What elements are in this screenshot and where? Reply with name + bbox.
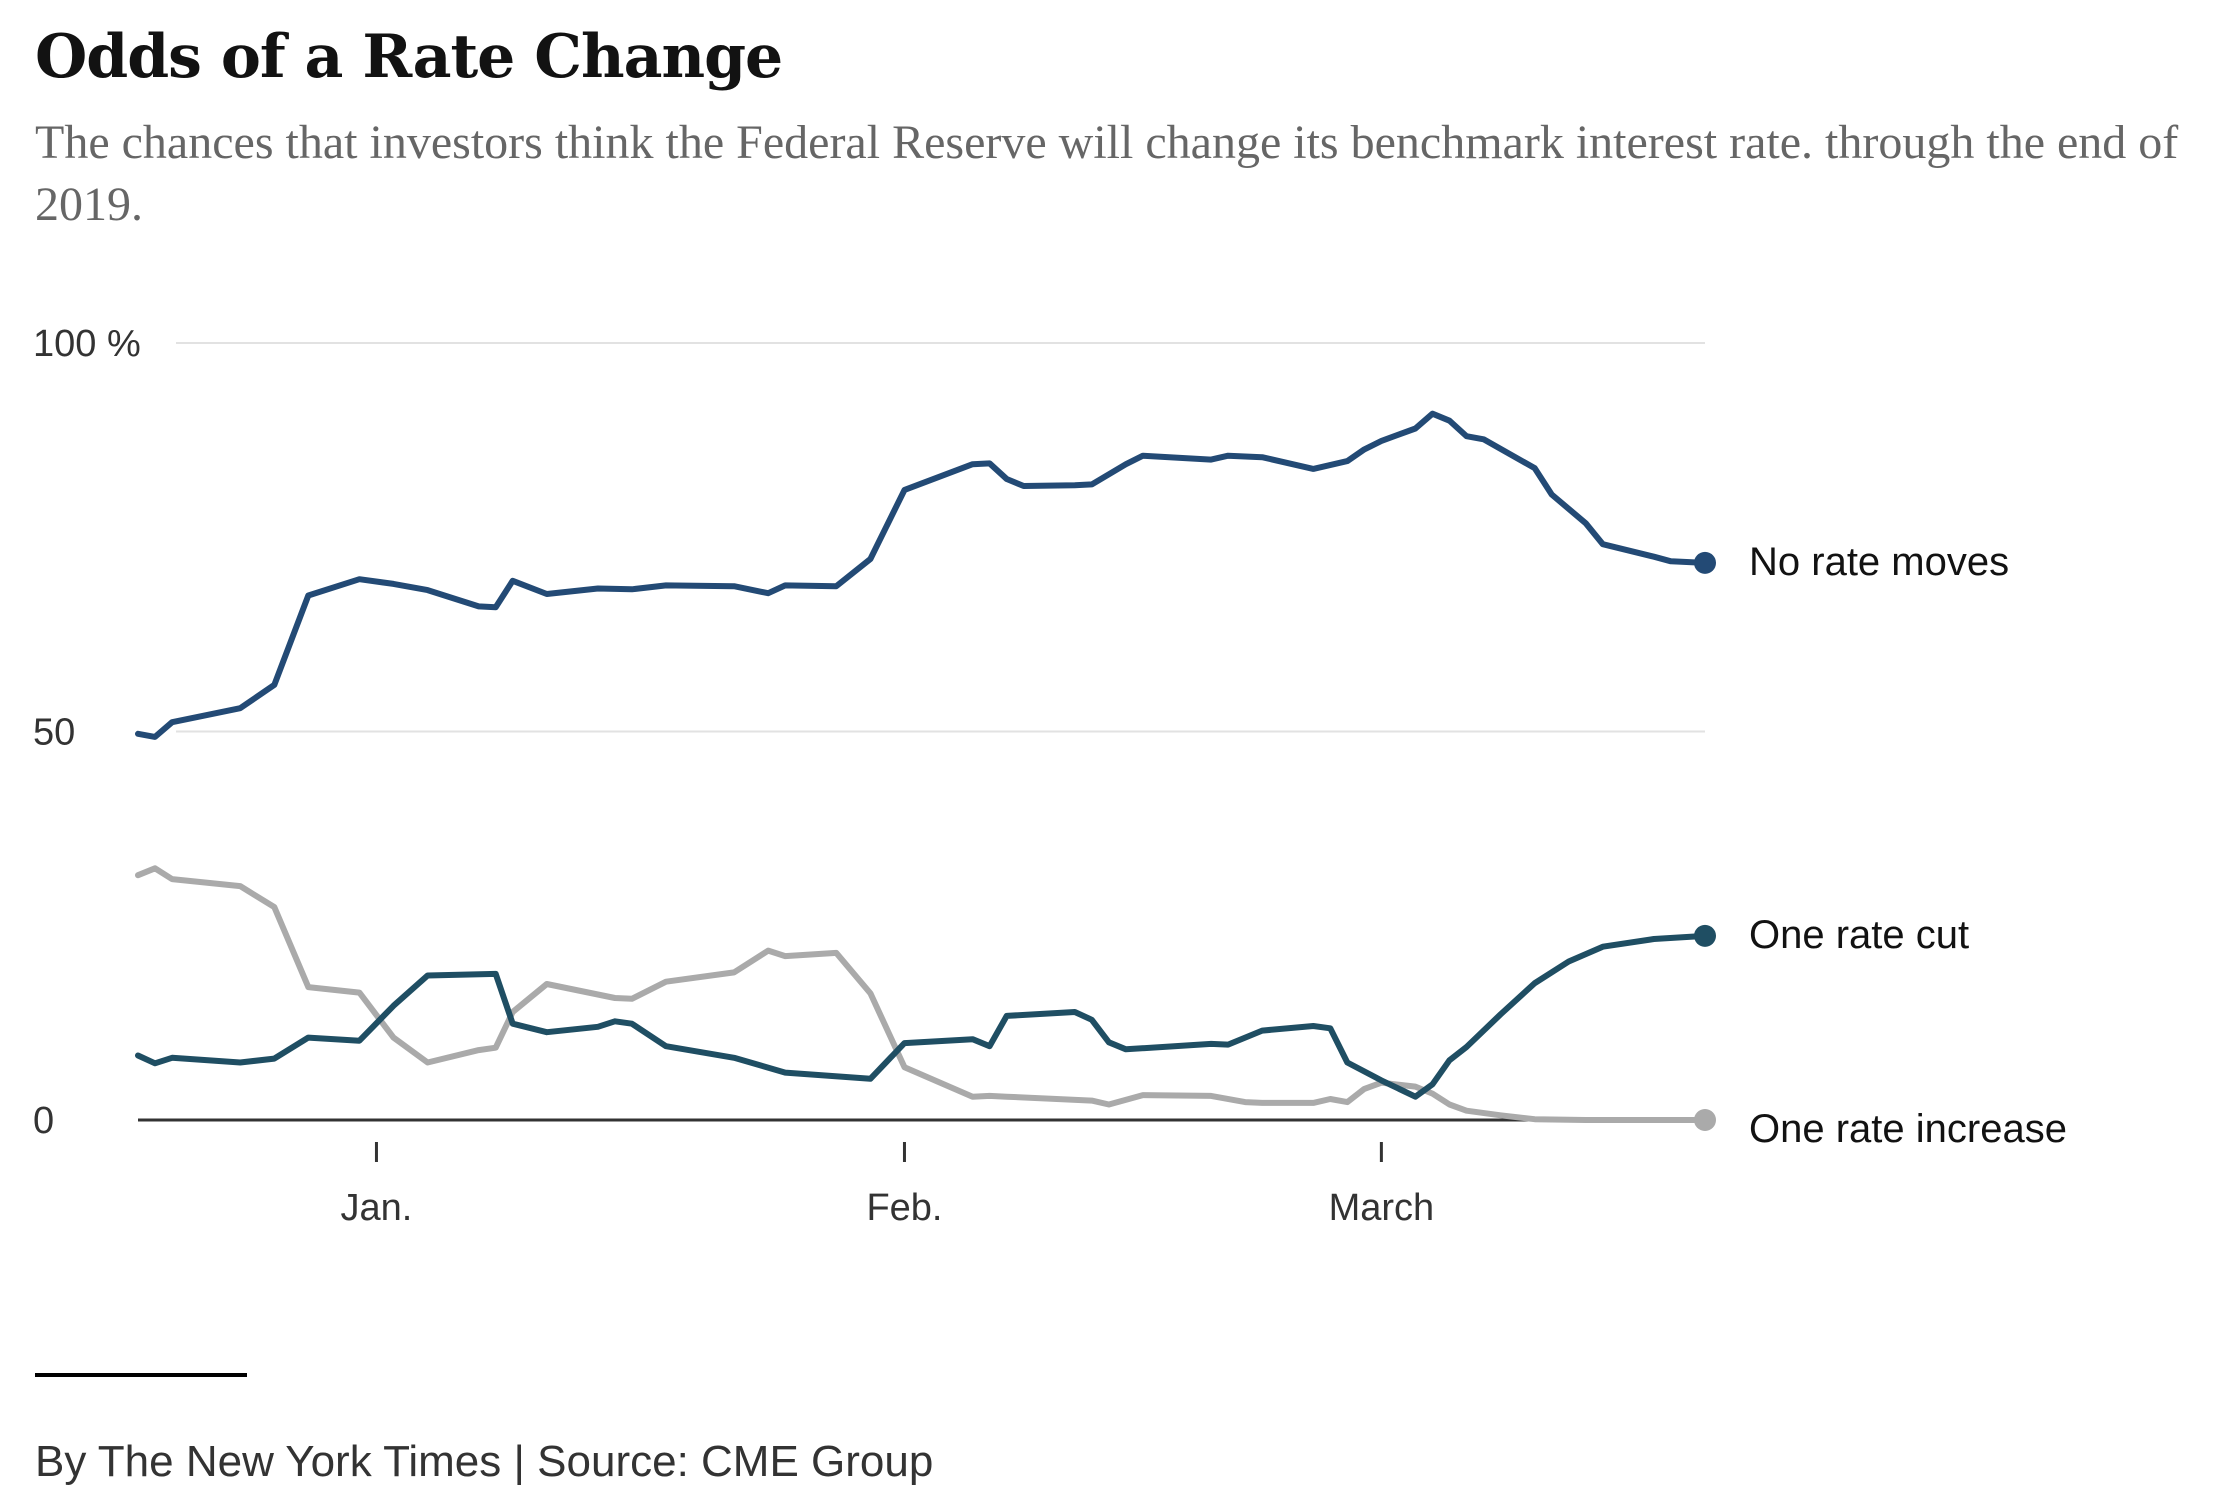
series-label-one-rate-cut: One rate cut bbox=[1749, 913, 1969, 957]
footer-rule bbox=[35, 1373, 247, 1377]
series-line-no-rate-moves bbox=[135, 410, 1708, 740]
line-chart: 100 % 50 0 Jan. Feb. March No rate moves One … bbox=[33, 323, 2067, 1229]
series-lines bbox=[135, 410, 1716, 1131]
series-label-one-rate-increase: One rate increase bbox=[1749, 1107, 2067, 1151]
x-axis: Jan. Feb. March bbox=[341, 1142, 1435, 1229]
x-tick-label: Feb. bbox=[866, 1187, 942, 1229]
end-marker-one-rate-increase bbox=[1694, 1109, 1716, 1131]
chart-subtitle: The chances that investors think the Fed… bbox=[35, 116, 2179, 231]
y-tick-label: 100 % bbox=[33, 323, 141, 365]
chart-title: Odds of a Rate Change bbox=[35, 22, 783, 92]
source-credit: By The New York Times | Source: CME Grou… bbox=[35, 1437, 934, 1486]
y-tick-label: 0 bbox=[33, 1100, 54, 1142]
series-label-no-rate-moves: No rate moves bbox=[1749, 540, 2009, 584]
series-line-one-rate-cut bbox=[135, 932, 1708, 1100]
series-line-one-rate-increase bbox=[135, 865, 1708, 1123]
series-labels: No rate moves One rate cut One rate increa… bbox=[1749, 540, 2067, 1151]
y-axis: 100 % 50 0 bbox=[33, 323, 141, 1142]
gridlines bbox=[138, 342, 1705, 1122]
y-tick-label: 50 bbox=[33, 712, 75, 754]
x-tick-label: March bbox=[1329, 1187, 1435, 1229]
x-tick-label: Jan. bbox=[341, 1187, 413, 1229]
end-marker-no-rate-moves bbox=[1694, 551, 1716, 574]
end-marker-one-rate-cut bbox=[1694, 924, 1716, 947]
